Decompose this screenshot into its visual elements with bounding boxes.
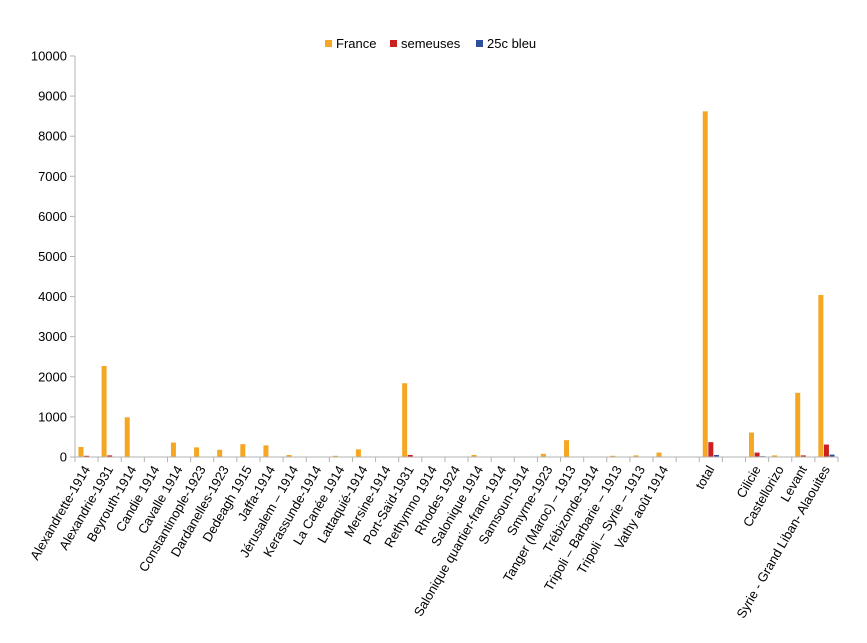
legend: France semeuses 25c bleu (325, 36, 536, 51)
legend-swatch (325, 40, 332, 47)
y-tick-label: 8000 (38, 129, 67, 144)
bar-france (633, 455, 639, 457)
bar-france (263, 445, 269, 457)
bar-semeuses (407, 454, 413, 457)
bar-france (101, 365, 107, 457)
bar-france (332, 455, 338, 457)
bar-france (170, 442, 176, 457)
bar-france (772, 455, 778, 457)
y-tick-label: 1000 (38, 409, 67, 424)
x-tick-label: total (692, 463, 717, 492)
bar-france (702, 111, 708, 457)
bar-semeuses (107, 455, 113, 457)
y-tick-label: 0 (60, 450, 67, 465)
bar-france (748, 432, 754, 457)
y-tick-label: 5000 (38, 249, 67, 264)
bar-france (286, 454, 292, 457)
bar-semeuses (823, 444, 829, 457)
legend-swatch (390, 40, 397, 47)
bar-semeuses (708, 442, 714, 457)
legend-label: France (336, 36, 376, 51)
bar-france (355, 449, 361, 457)
bar-france (795, 392, 801, 457)
legend-label: semeuses (401, 36, 461, 51)
bar-semeuses (754, 452, 760, 457)
bar-france (540, 453, 546, 457)
bar-semeuses (800, 455, 806, 457)
legend-swatch (476, 40, 483, 47)
bar-france (471, 454, 477, 457)
bar-semeuses (84, 455, 90, 457)
x-axis: Alexandrette-1914Alexandrie-1931Beyrouth… (27, 456, 839, 621)
bar-france (240, 444, 246, 457)
bar-25c-bleu (713, 454, 719, 457)
bar-france (194, 447, 200, 457)
y-tick-label: 4000 (38, 289, 67, 304)
bar-france (564, 440, 570, 457)
y-tick-label: 10000 (31, 49, 67, 64)
bar-france (402, 383, 408, 457)
y-axis: 0 1000 2000 3000 4000 5000 6000 7000 8000 9000 100… (31, 49, 76, 465)
y-tick-label: 7000 (38, 169, 67, 184)
bar-france (818, 294, 824, 457)
y-tick-label: 9000 (38, 89, 67, 104)
legend-label: 25c bleu (487, 36, 536, 51)
bar-france (78, 446, 84, 457)
bar-france (124, 417, 130, 457)
y-tick-label: 6000 (38, 209, 67, 224)
y-tick-label: 2000 (38, 369, 67, 384)
y-tick-label: 3000 (38, 329, 67, 344)
bar-france (610, 455, 616, 457)
bar-france (656, 452, 662, 457)
bar-france (217, 449, 223, 457)
bars (78, 111, 835, 458)
bar-25c-bleu (829, 454, 835, 457)
